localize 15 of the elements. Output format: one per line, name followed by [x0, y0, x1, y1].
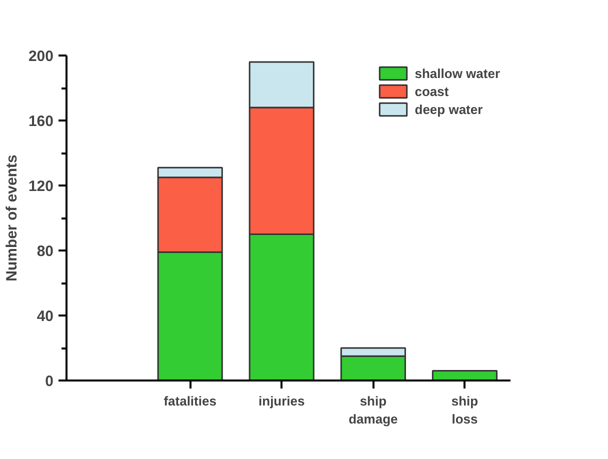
y-tick-label: 40 — [36, 308, 54, 325]
x-tick-label: ship loss — [451, 394, 478, 426]
x-tick-label: injuries — [258, 394, 305, 408]
x-tick-label: fatalities — [164, 394, 216, 408]
legend-label: deep water — [414, 101, 483, 117]
y-tick-label: 160 — [28, 113, 54, 130]
y-tick-label: 0 — [45, 373, 54, 390]
x-tick-label: ship damage — [348, 394, 398, 426]
y-tick-label: 200 — [28, 48, 54, 65]
legend-label: coast — [414, 83, 449, 99]
legend-label: shallow water — [414, 65, 500, 81]
y-axis-title: Number of events — [3, 154, 20, 282]
y-tick-label: 80 — [36, 243, 54, 260]
y-tick-label: 120 — [28, 178, 54, 195]
bar — [432, 370, 498, 380]
